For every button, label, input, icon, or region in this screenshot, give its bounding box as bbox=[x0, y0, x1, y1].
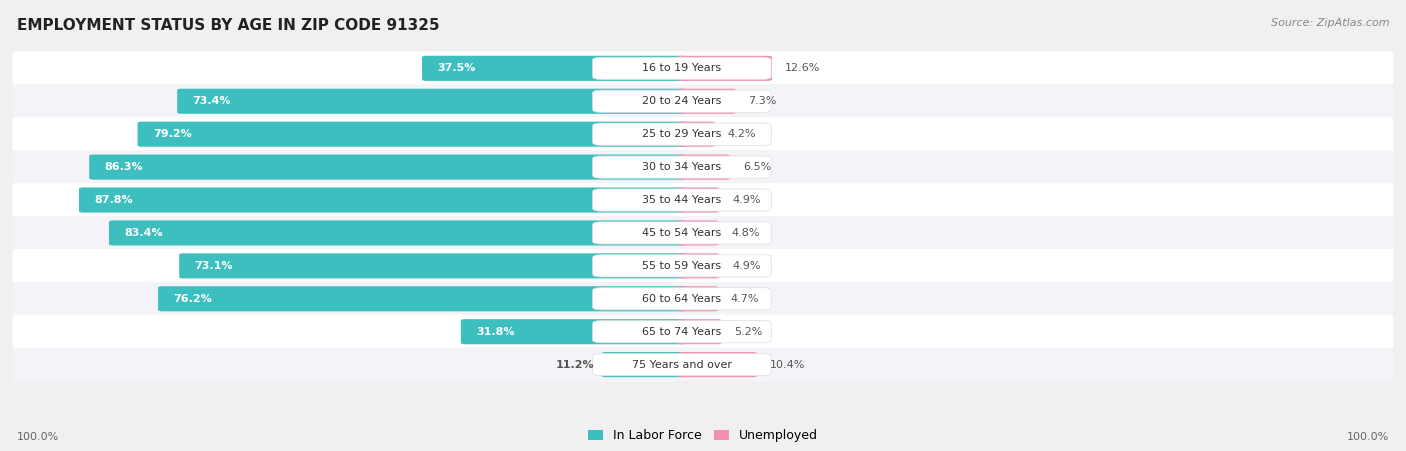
FancyBboxPatch shape bbox=[422, 56, 686, 81]
Text: 7.3%: 7.3% bbox=[748, 96, 778, 106]
FancyBboxPatch shape bbox=[678, 56, 772, 81]
Text: 11.2%: 11.2% bbox=[555, 359, 595, 370]
Text: 16 to 19 Years: 16 to 19 Years bbox=[643, 63, 721, 74]
Text: 45 to 54 Years: 45 to 54 Years bbox=[643, 228, 721, 238]
FancyBboxPatch shape bbox=[461, 319, 686, 344]
FancyBboxPatch shape bbox=[13, 348, 1393, 382]
Legend: In Labor Force, Unemployed: In Labor Force, Unemployed bbox=[588, 429, 818, 442]
FancyBboxPatch shape bbox=[592, 156, 770, 178]
FancyBboxPatch shape bbox=[13, 282, 1393, 316]
FancyBboxPatch shape bbox=[678, 188, 720, 212]
FancyBboxPatch shape bbox=[592, 189, 770, 211]
FancyBboxPatch shape bbox=[592, 123, 770, 145]
FancyBboxPatch shape bbox=[79, 188, 686, 212]
Text: 35 to 44 Years: 35 to 44 Years bbox=[643, 195, 721, 205]
FancyBboxPatch shape bbox=[592, 288, 770, 310]
Text: 4.2%: 4.2% bbox=[727, 129, 756, 139]
Text: 37.5%: 37.5% bbox=[437, 63, 475, 74]
FancyBboxPatch shape bbox=[13, 315, 1393, 349]
FancyBboxPatch shape bbox=[13, 84, 1393, 118]
FancyBboxPatch shape bbox=[678, 319, 721, 344]
Text: 4.8%: 4.8% bbox=[731, 228, 761, 238]
FancyBboxPatch shape bbox=[13, 117, 1393, 151]
Text: 12.6%: 12.6% bbox=[785, 63, 820, 74]
FancyBboxPatch shape bbox=[157, 286, 686, 311]
FancyBboxPatch shape bbox=[678, 155, 731, 179]
Text: 83.4%: 83.4% bbox=[125, 228, 163, 238]
FancyBboxPatch shape bbox=[678, 221, 718, 245]
Text: 10.4%: 10.4% bbox=[769, 359, 806, 370]
Text: 31.8%: 31.8% bbox=[477, 327, 515, 337]
FancyBboxPatch shape bbox=[678, 253, 720, 278]
Text: 60 to 64 Years: 60 to 64 Years bbox=[643, 294, 721, 304]
Text: EMPLOYMENT STATUS BY AGE IN ZIP CODE 91325: EMPLOYMENT STATUS BY AGE IN ZIP CODE 913… bbox=[17, 18, 440, 33]
FancyBboxPatch shape bbox=[592, 255, 770, 277]
FancyBboxPatch shape bbox=[13, 51, 1393, 85]
Text: 25 to 29 Years: 25 to 29 Years bbox=[643, 129, 721, 139]
Text: 20 to 24 Years: 20 to 24 Years bbox=[643, 96, 721, 106]
Text: 73.4%: 73.4% bbox=[193, 96, 231, 106]
Text: 100.0%: 100.0% bbox=[1347, 432, 1389, 442]
FancyBboxPatch shape bbox=[89, 155, 686, 179]
FancyBboxPatch shape bbox=[13, 150, 1393, 184]
Text: 30 to 34 Years: 30 to 34 Years bbox=[643, 162, 721, 172]
FancyBboxPatch shape bbox=[592, 222, 770, 244]
FancyBboxPatch shape bbox=[179, 253, 686, 278]
Text: 6.5%: 6.5% bbox=[744, 162, 772, 172]
FancyBboxPatch shape bbox=[13, 249, 1393, 283]
FancyBboxPatch shape bbox=[678, 89, 735, 114]
Text: 4.9%: 4.9% bbox=[733, 261, 761, 271]
Text: 75 Years and over: 75 Years and over bbox=[631, 359, 733, 370]
FancyBboxPatch shape bbox=[13, 216, 1393, 250]
Text: 86.3%: 86.3% bbox=[104, 162, 143, 172]
FancyBboxPatch shape bbox=[592, 321, 770, 343]
Text: 100.0%: 100.0% bbox=[17, 432, 59, 442]
FancyBboxPatch shape bbox=[177, 89, 686, 114]
FancyBboxPatch shape bbox=[678, 352, 756, 377]
Text: 5.2%: 5.2% bbox=[734, 327, 762, 337]
FancyBboxPatch shape bbox=[138, 122, 686, 147]
FancyBboxPatch shape bbox=[602, 352, 686, 377]
FancyBboxPatch shape bbox=[13, 183, 1393, 217]
FancyBboxPatch shape bbox=[110, 221, 686, 245]
FancyBboxPatch shape bbox=[592, 354, 770, 376]
Text: Source: ZipAtlas.com: Source: ZipAtlas.com bbox=[1271, 18, 1389, 28]
Text: 65 to 74 Years: 65 to 74 Years bbox=[643, 327, 721, 337]
Text: 55 to 59 Years: 55 to 59 Years bbox=[643, 261, 721, 271]
FancyBboxPatch shape bbox=[592, 57, 770, 79]
Text: 79.2%: 79.2% bbox=[153, 129, 191, 139]
Text: 76.2%: 76.2% bbox=[173, 294, 212, 304]
Text: 87.8%: 87.8% bbox=[94, 195, 134, 205]
FancyBboxPatch shape bbox=[678, 286, 718, 311]
FancyBboxPatch shape bbox=[678, 122, 714, 147]
Text: 4.9%: 4.9% bbox=[733, 195, 761, 205]
FancyBboxPatch shape bbox=[592, 90, 770, 112]
Text: 4.7%: 4.7% bbox=[731, 294, 759, 304]
Text: 73.1%: 73.1% bbox=[194, 261, 233, 271]
